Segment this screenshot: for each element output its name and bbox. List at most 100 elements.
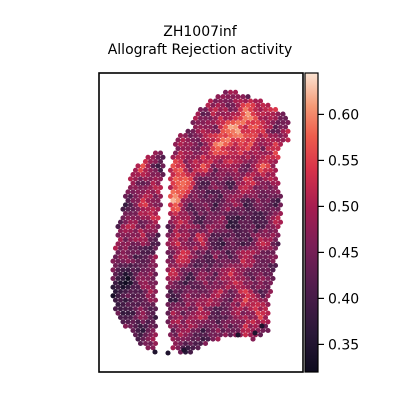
spot	[175, 249, 181, 256]
spot	[200, 198, 206, 204]
spot	[167, 237, 174, 243]
spot	[117, 254, 124, 260]
spot	[252, 211, 259, 217]
spot	[150, 206, 156, 212]
spot	[265, 154, 271, 160]
spot	[265, 163, 271, 169]
spot	[150, 241, 156, 247]
spot	[232, 98, 239, 104]
spot	[167, 332, 174, 338]
spot	[257, 150, 264, 156]
spot	[232, 228, 239, 234]
spot	[182, 237, 189, 243]
spot	[267, 176, 274, 182]
spot	[137, 202, 144, 208]
spot	[170, 284, 176, 290]
spot	[152, 288, 159, 295]
spot	[222, 176, 229, 182]
spot	[257, 124, 264, 130]
spot	[272, 133, 279, 139]
spot	[165, 284, 171, 290]
spot	[185, 172, 191, 178]
spot	[195, 224, 201, 230]
spot	[137, 280, 144, 286]
spot	[195, 172, 201, 178]
spot	[250, 275, 256, 282]
spot	[182, 176, 189, 182]
spot	[255, 284, 261, 290]
spot	[215, 241, 221, 247]
spot	[130, 172, 136, 178]
spot	[247, 245, 254, 251]
spot	[170, 163, 176, 169]
spot	[140, 275, 146, 282]
spot	[270, 215, 276, 221]
spot	[212, 245, 219, 251]
spot	[227, 89, 234, 95]
spot	[122, 314, 129, 321]
spot	[110, 258, 116, 264]
spot	[247, 211, 254, 217]
spot	[207, 211, 214, 217]
spot	[110, 284, 116, 290]
spot	[172, 288, 179, 295]
spot	[227, 306, 234, 312]
spot	[185, 275, 191, 282]
spot	[120, 232, 126, 238]
spot	[130, 319, 136, 325]
spot	[200, 154, 206, 160]
spot	[165, 232, 171, 238]
spot	[212, 237, 219, 243]
spot	[250, 137, 256, 143]
spot	[127, 176, 134, 182]
spot	[135, 224, 141, 230]
spot	[252, 176, 259, 182]
spot	[145, 336, 151, 342]
spot	[257, 288, 264, 295]
spot	[210, 310, 216, 316]
spot	[212, 306, 219, 312]
spot	[227, 280, 234, 286]
spot	[185, 310, 191, 316]
spot	[140, 267, 146, 273]
spot	[112, 297, 119, 303]
spot	[272, 237, 279, 243]
spot	[130, 301, 136, 308]
spot	[147, 193, 154, 199]
spot	[205, 189, 211, 195]
spot	[225, 172, 231, 178]
spot	[227, 185, 234, 191]
spot	[197, 288, 204, 295]
spot	[237, 124, 244, 130]
spot	[150, 163, 156, 169]
spot	[210, 120, 216, 126]
spot	[262, 107, 269, 113]
spot	[127, 314, 134, 321]
spot	[205, 293, 211, 299]
spot	[140, 319, 146, 325]
spot	[120, 224, 126, 230]
spot	[167, 211, 174, 217]
spot	[120, 310, 126, 316]
spot	[217, 262, 224, 269]
spot	[172, 245, 179, 251]
spot	[232, 185, 239, 191]
spot	[247, 124, 254, 130]
spot	[247, 202, 254, 208]
spot	[182, 332, 189, 338]
spot	[135, 310, 141, 316]
spot	[237, 323, 244, 329]
spot	[150, 310, 156, 316]
spot	[130, 284, 136, 290]
spot	[155, 215, 161, 221]
spot	[187, 133, 194, 139]
spot	[277, 133, 284, 139]
spot	[252, 245, 259, 251]
spot	[235, 189, 241, 195]
spot	[212, 150, 219, 156]
spot	[260, 232, 266, 238]
spot	[190, 310, 196, 316]
spot	[192, 150, 199, 156]
spot	[117, 219, 124, 225]
spot	[255, 154, 261, 160]
